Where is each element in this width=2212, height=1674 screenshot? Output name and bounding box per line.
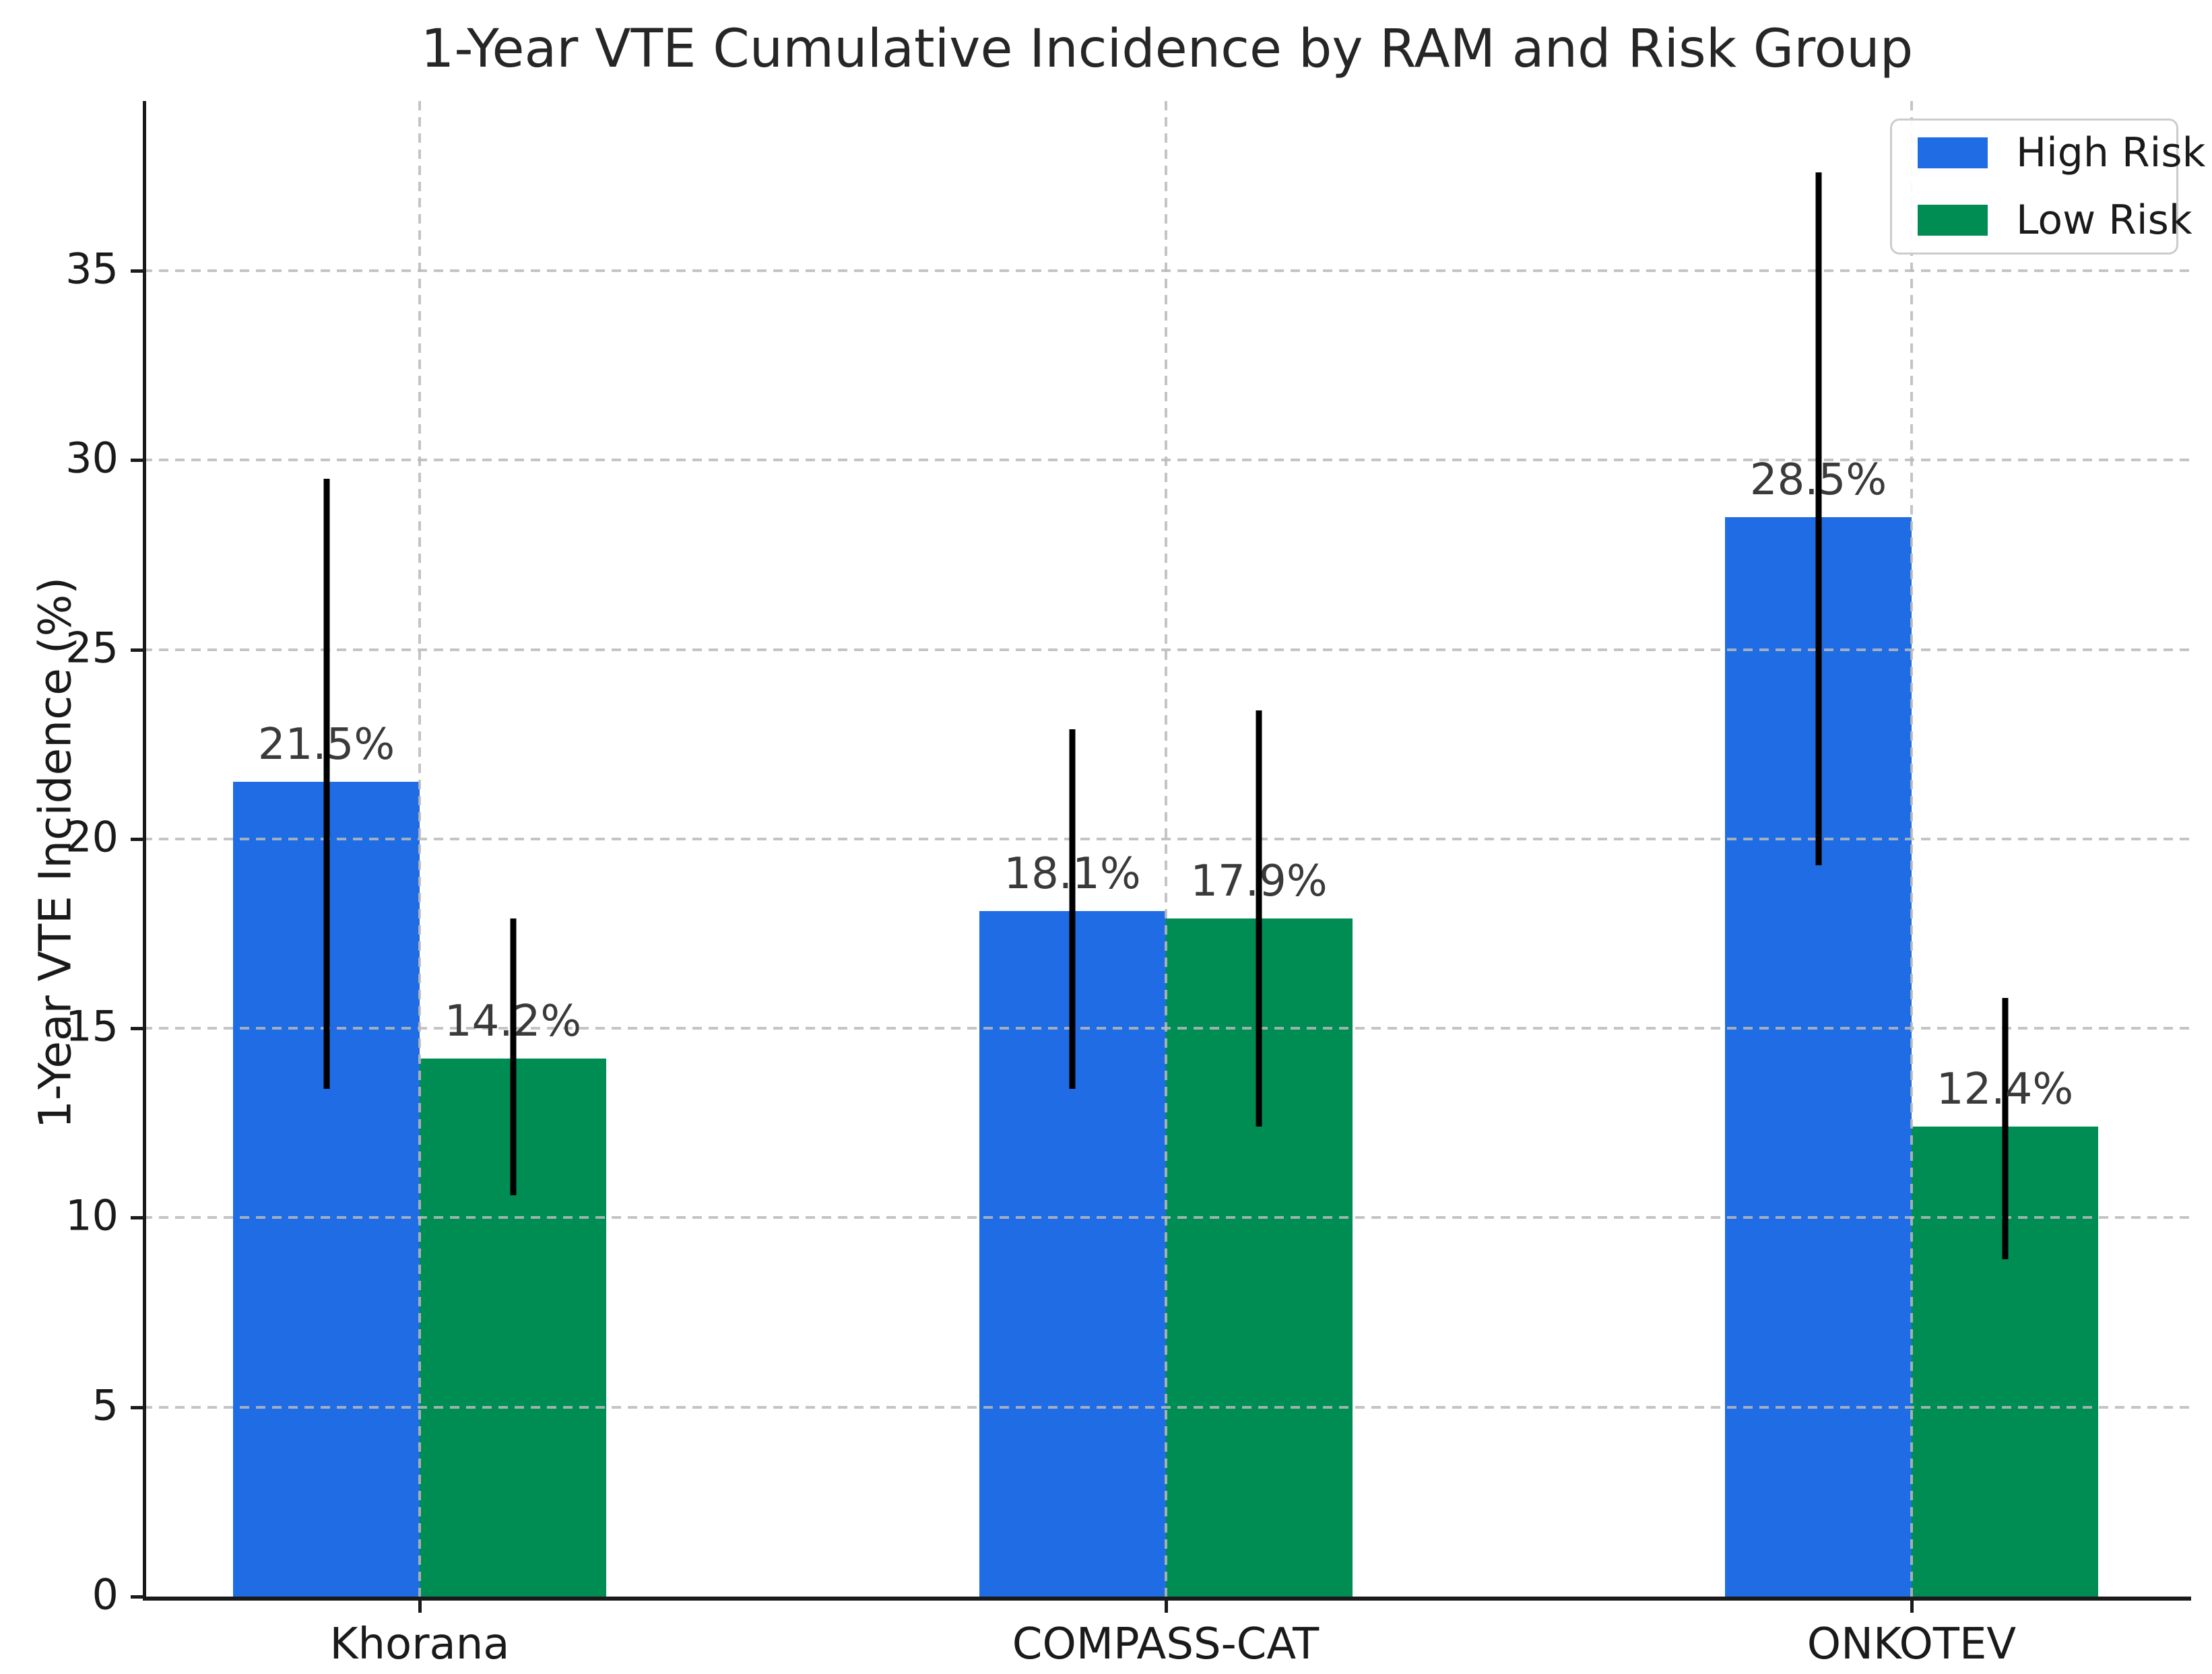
legend-swatch-low-risk bbox=[1918, 205, 1988, 236]
chart-title: 1-Year VTE Cumulative Incidence by RAM a… bbox=[420, 19, 1914, 79]
value-label: 18.1% bbox=[1004, 848, 1141, 899]
x-tick-mark bbox=[418, 1601, 422, 1613]
legend-label: High Risk bbox=[2016, 129, 2206, 176]
error-bar bbox=[2002, 998, 2008, 1260]
y-tick-label: 20 bbox=[65, 812, 119, 862]
y-tick-mark bbox=[131, 648, 143, 652]
value-label: 21.5% bbox=[257, 720, 395, 770]
legend-label: Low Risk bbox=[2016, 197, 2192, 244]
y-tick-label: 15 bbox=[65, 1001, 119, 1051]
legend-row: High Risk bbox=[1918, 129, 2205, 176]
error-bar bbox=[1069, 729, 1076, 1090]
legend-row: Low Risk bbox=[1918, 197, 2192, 244]
y-tick-mark bbox=[131, 1405, 143, 1409]
x-tick-label: Khorana bbox=[329, 1619, 510, 1669]
y-tick-mark bbox=[131, 459, 143, 463]
y-axis-label: 1-Year VTE Incidence (%) bbox=[29, 576, 82, 1129]
h-gridline bbox=[143, 269, 2191, 272]
y-tick-mark bbox=[131, 1027, 143, 1031]
x-tick-mark bbox=[1910, 1601, 1914, 1613]
value-label: 12.4% bbox=[1936, 1065, 2074, 1115]
x-tick-label: ONKOTEV bbox=[1807, 1619, 2017, 1669]
x-axis-spine bbox=[143, 1597, 2191, 1601]
value-label: 28.5% bbox=[1749, 455, 1887, 505]
y-tick-label: 35 bbox=[65, 244, 119, 294]
y-tick-label: 5 bbox=[92, 1380, 119, 1430]
y-tick-label: 25 bbox=[65, 623, 119, 673]
y-tick-mark bbox=[131, 1216, 143, 1220]
error-bar bbox=[510, 918, 516, 1195]
y-tick-mark bbox=[131, 837, 143, 841]
y-tick-label: 0 bbox=[92, 1570, 119, 1619]
legend: High Risk Low Risk bbox=[1890, 119, 2205, 255]
y-tick-mark bbox=[131, 1595, 143, 1599]
error-bar bbox=[323, 479, 329, 1090]
x-tick-mark bbox=[1164, 1601, 1168, 1613]
value-label: 14.2% bbox=[444, 997, 582, 1047]
y-tick-mark bbox=[131, 269, 143, 273]
y-tick-label: 10 bbox=[65, 1191, 119, 1240]
error-bar bbox=[1256, 710, 1262, 1127]
value-label: 17.9% bbox=[1190, 856, 1328, 906]
error-bar bbox=[1815, 172, 1821, 866]
x-tick-label: COMPASS-CAT bbox=[1012, 1619, 1320, 1669]
y-axis-spine bbox=[143, 101, 146, 1601]
legend-swatch-high-risk bbox=[1918, 137, 1988, 168]
y-tick-label: 30 bbox=[65, 433, 119, 483]
